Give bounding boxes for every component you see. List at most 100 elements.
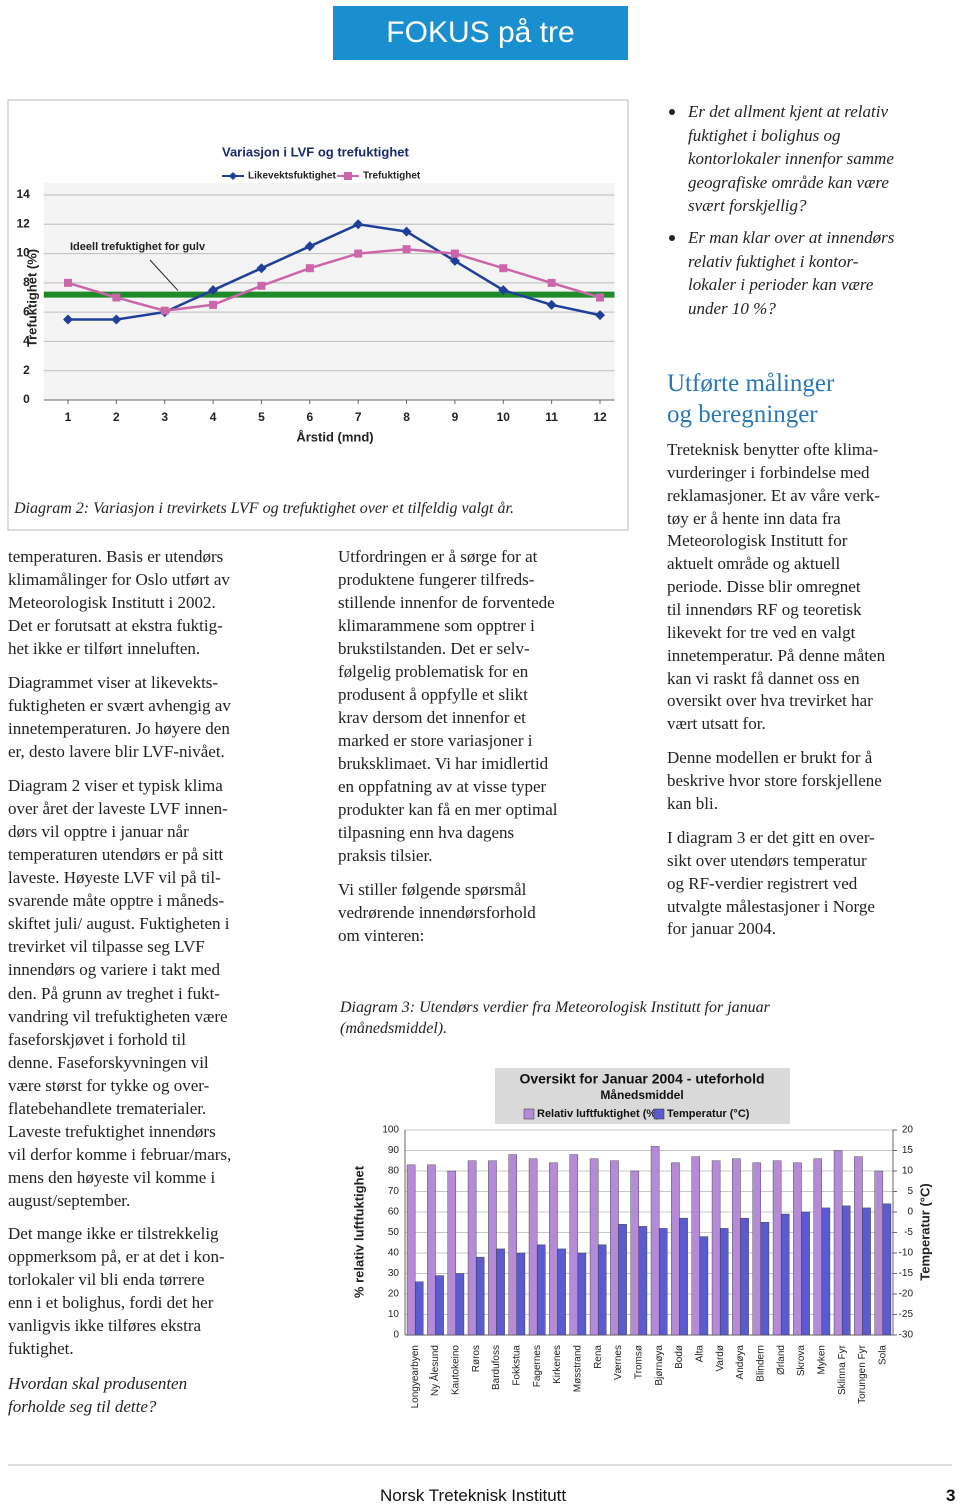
- y-tick-label: 2: [23, 363, 30, 377]
- body-line: oppmerksom på, er at det i kon-: [8, 1247, 225, 1266]
- bar: [711, 1160, 721, 1336]
- question-line: relativ fuktighet i kontor-: [688, 251, 859, 271]
- bar: [732, 1158, 741, 1336]
- bar: [658, 1228, 668, 1336]
- y-tick-label: 12: [16, 216, 30, 230]
- bar: [516, 1252, 526, 1336]
- x-tick-label: Sola: [877, 1345, 888, 1365]
- bar: [752, 1162, 762, 1336]
- bar: [854, 1156, 863, 1336]
- x-tick-label: Værnes: [613, 1345, 624, 1380]
- body-line: klimamålinger for Oslo utført av: [8, 570, 230, 589]
- body-line: Diagram 2 viser et typisk klima: [8, 776, 223, 795]
- data-point: [450, 249, 459, 258]
- y-tick-label: 8: [23, 275, 30, 289]
- data-point: [208, 285, 219, 296]
- data-point: [160, 306, 169, 315]
- body-line: het ikke er tilført inneluften.: [8, 639, 201, 658]
- body-line: en oppfatning av at visse typer: [338, 777, 547, 796]
- body-line: torlokaler vil bli enda tørrere: [8, 1270, 205, 1289]
- body-line: beskrive hvor store forskjellene: [667, 770, 882, 790]
- y-tick-label: 10: [16, 246, 30, 260]
- question-line: Er man klar over at innendørs: [688, 228, 895, 247]
- body-line: temperaturen. Basis er utendørs: [8, 547, 224, 566]
- data-point: [256, 263, 267, 274]
- legend-marker: [344, 172, 352, 180]
- closing-question: forholde seg til dette?: [8, 1397, 157, 1416]
- x-tick-label: Skrova: [796, 1345, 807, 1377]
- body-line: følgelig problematisk for en: [338, 662, 529, 681]
- body-line: august/september.: [8, 1191, 131, 1211]
- data-point: [64, 278, 72, 287]
- y2-tick-label: 0: [907, 1207, 913, 1218]
- body-line: Det er forutsatt at ekstra fuktig-: [8, 616, 223, 635]
- x-tick-label: Ørland: [776, 1345, 787, 1375]
- x-tick-label: 3: [161, 410, 168, 424]
- body-line: laveste. Høyeste LVF vil på til-: [8, 868, 221, 888]
- x-tick-label: Møsstrand: [572, 1345, 583, 1392]
- body-line: brukstilstanden. Det er selv-: [338, 639, 530, 658]
- body-line: bruksklimaet. Vi har imidlertid: [338, 754, 549, 773]
- x-tick-label: 11: [545, 410, 558, 424]
- x-tick-label: Kirkenes: [552, 1345, 563, 1384]
- data-point: [112, 293, 121, 302]
- body-line: innendørs og variere i takt med: [8, 960, 220, 980]
- caption: Diagram 3: Utendørs verdier fra Meteorol…: [340, 999, 770, 1016]
- bullet: [669, 109, 675, 115]
- bar: [475, 1256, 485, 1336]
- question-line: geografiske område kan være: [688, 172, 889, 192]
- x-tick-label: Blindern: [755, 1345, 766, 1382]
- x-tick-label: Alta: [694, 1345, 705, 1363]
- footer-publisher: Norsk Treteknisk Institutt: [380, 1486, 567, 1505]
- data-point: [353, 219, 364, 230]
- data-point: [402, 245, 411, 254]
- y2-tick-label: -5: [904, 1227, 913, 1238]
- bar: [679, 1217, 688, 1336]
- body-line: produkter kan få en mer optimal: [338, 800, 558, 819]
- chart-subtitle: Månedsmiddel: [600, 1088, 683, 1102]
- x-tick-label: 8: [403, 410, 410, 424]
- question-line: under 10 %?: [688, 298, 776, 318]
- body-line: Utfordringen er å sørge for at: [338, 547, 538, 566]
- bar: [435, 1275, 444, 1336]
- bullet: [669, 235, 675, 241]
- bar: [455, 1273, 465, 1336]
- bar: [610, 1160, 619, 1336]
- body-line: aktuelt område og aktuell: [667, 554, 841, 574]
- page-number: 3: [946, 1486, 956, 1505]
- bar: [406, 1164, 416, 1336]
- body-line: marked er store variasjoner i: [338, 731, 533, 750]
- chart-title: Variasjon i LVF og trefuktighet: [222, 144, 410, 159]
- body-line: Vi stiller følgende spørsmål: [338, 880, 527, 899]
- body-line: vurderinger i forbindelse med: [667, 462, 870, 482]
- x-tick-label: Longyearbyen: [410, 1345, 421, 1408]
- x-tick-label: Kautokeino: [450, 1345, 461, 1395]
- body-line: kan bli.: [667, 793, 718, 813]
- body-line: produktene fungerer tilfreds-: [338, 570, 535, 589]
- caption: (månedsmiddel).: [340, 1020, 448, 1037]
- x-tick-label: 5: [258, 410, 265, 424]
- bar: [427, 1164, 436, 1336]
- diagram2-frame: [7, 99, 629, 531]
- body-line: dørs vil opptre i januar når: [8, 822, 189, 842]
- y-tick-label: 70: [388, 1186, 400, 1197]
- body-line: tilpasning enn hva dagens: [338, 823, 515, 842]
- series-line: [68, 223, 601, 321]
- bar: [833, 1150, 843, 1336]
- body-line: vært utsatt for.: [667, 714, 766, 734]
- bar: [874, 1170, 884, 1336]
- body-line: faseforskjøvet i forhold til: [8, 1029, 186, 1049]
- x-tick-label: 6: [306, 410, 313, 424]
- bar: [793, 1162, 802, 1336]
- data-point: [354, 249, 363, 258]
- body-line: Denne modellen er brukt for å: [667, 748, 873, 767]
- body-line: denne. Faseforskyvningen vil: [8, 1052, 209, 1072]
- bar: [813, 1158, 823, 1336]
- body-line: tøy er å hente inn data fra: [667, 508, 841, 528]
- bar: [671, 1162, 680, 1336]
- y2-axis-label: Temperatur (°C): [917, 1183, 932, 1280]
- x-tick-label: Tromsø: [633, 1345, 644, 1379]
- data-point: [209, 300, 218, 309]
- question-line: lokaler i perioder kan være: [688, 275, 874, 294]
